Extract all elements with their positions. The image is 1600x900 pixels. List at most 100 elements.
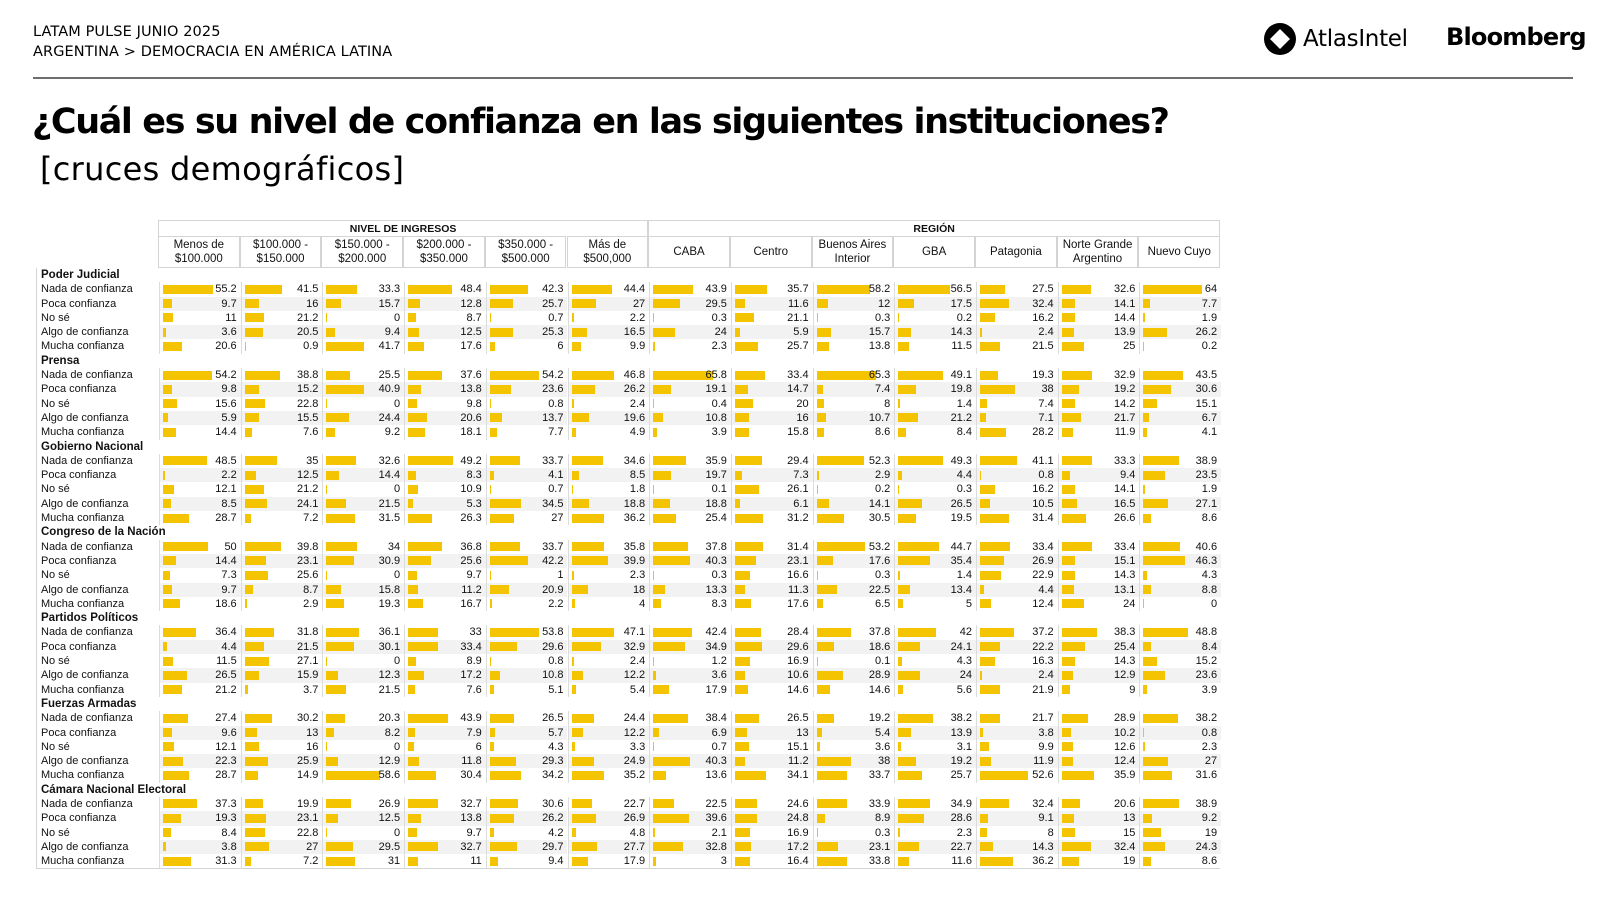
data-bar bbox=[898, 799, 931, 809]
data-value: 7.6 bbox=[466, 683, 482, 696]
data-cell: 12.9 bbox=[322, 754, 405, 769]
data-bar bbox=[571, 770, 604, 780]
data-cell: 26.5 bbox=[894, 496, 976, 512]
data-bar bbox=[408, 556, 432, 566]
data-value: 25.7 bbox=[542, 297, 564, 310]
data-cell: 27.5 bbox=[976, 282, 1058, 297]
data-bar bbox=[163, 499, 171, 509]
data-value: 7.2 bbox=[303, 512, 319, 525]
data-bar bbox=[571, 299, 597, 309]
row-label: Poca confianza bbox=[41, 297, 117, 310]
data-bar bbox=[980, 713, 1000, 723]
data-bar bbox=[571, 341, 581, 351]
data-cell: 37.3 bbox=[159, 796, 241, 812]
data-bar bbox=[898, 842, 919, 852]
data-value: 23.1 bbox=[787, 554, 809, 567]
data-bar bbox=[734, 513, 764, 523]
data-value: 15.8 bbox=[787, 426, 809, 439]
data-cell: 15.6 bbox=[159, 396, 241, 411]
data-value: 21.5 bbox=[378, 683, 401, 696]
data-bar bbox=[408, 456, 453, 466]
data-bar bbox=[980, 728, 984, 737]
data-bar bbox=[980, 670, 983, 680]
data-cell: 19.2 bbox=[894, 754, 976, 769]
data-cell: 12.5 bbox=[404, 325, 486, 340]
data-cell: 24.1 bbox=[894, 639, 976, 655]
column-header-cell: $350.000 - $500.000 bbox=[484, 236, 567, 268]
data-value: 11 bbox=[225, 311, 237, 324]
data-bar bbox=[653, 642, 685, 652]
data-cell: 44.4 bbox=[567, 282, 650, 297]
data-cell: 27 bbox=[240, 839, 323, 855]
table-row: Poca confianza 9.8 15.2 40.9 13.8 23.6 26.2 19.… bbox=[37, 382, 1222, 397]
data-bar bbox=[734, 341, 759, 351]
data-cell: 24.3 bbox=[1139, 839, 1222, 855]
data-cell: 48.4 bbox=[404, 282, 486, 297]
column-header-cell: Menos de $100.000 bbox=[158, 236, 240, 268]
data-value: 40.3 bbox=[705, 554, 727, 567]
data-bar bbox=[653, 656, 655, 666]
data-cell: 31.4 bbox=[730, 539, 813, 554]
data-bar bbox=[326, 299, 341, 309]
data-bar bbox=[734, 856, 750, 866]
data-cell: 19.7 bbox=[649, 468, 731, 483]
data-bar bbox=[489, 742, 494, 752]
data-cell: 9.8 bbox=[159, 382, 241, 397]
data-bar bbox=[653, 399, 654, 409]
data-cell: 35 bbox=[240, 453, 323, 469]
data-bar bbox=[326, 427, 335, 437]
data-bar bbox=[408, 713, 448, 723]
data-cell: 12.6 bbox=[1057, 739, 1140, 755]
data-bar bbox=[326, 542, 358, 552]
row-label: Algo de confianza bbox=[41, 755, 129, 768]
data-bar bbox=[244, 770, 259, 780]
data-bar bbox=[980, 813, 989, 823]
data-value: 36.2 bbox=[1032, 855, 1054, 868]
data-cell: 11.5 bbox=[894, 339, 976, 354]
data-cell: 8.3 bbox=[649, 596, 731, 612]
row-label: Nada de confianza bbox=[41, 369, 133, 382]
data-bar bbox=[571, 542, 605, 552]
table-row: Poca confianza 2.2 12.5 14.4 8.3 4.1 8.5 19.7 7.… bbox=[37, 468, 1222, 483]
data-value: 37.8 bbox=[868, 626, 891, 639]
data-cell: 0 bbox=[322, 739, 404, 755]
data-value: 25.7 bbox=[950, 769, 972, 782]
data-value: 48.4 bbox=[460, 283, 482, 296]
data-cell: 46.3 bbox=[1139, 553, 1222, 569]
data-value: 2.4 bbox=[629, 397, 646, 410]
data-value: 12.5 bbox=[460, 326, 482, 339]
column-header-text: Centro bbox=[753, 246, 788, 258]
data-bar bbox=[571, 627, 615, 637]
data-value: 22.8 bbox=[296, 397, 319, 410]
data-cell: 0.8 bbox=[485, 396, 568, 411]
table-row: Mucha confianza 20.6 0.9 41.7 17.6 6 9.9 2.3 25.… bbox=[37, 339, 1220, 354]
data-value: 0.8 bbox=[548, 397, 564, 410]
data-value: 54.2 bbox=[215, 369, 237, 382]
data-bar bbox=[571, 399, 574, 409]
data-value: 16 bbox=[796, 411, 809, 424]
data-cell: 3.9 bbox=[649, 425, 731, 440]
table-row: Algo de confianza 22.3 25.9 12.9 11.8 29.3 24.… bbox=[37, 754, 1222, 769]
data-cell: 19.3 bbox=[322, 596, 404, 612]
data-value: 21.2 bbox=[215, 683, 237, 696]
data-value: 0 bbox=[393, 483, 401, 496]
data-bar bbox=[408, 856, 419, 866]
data-cell: 49.2 bbox=[404, 453, 486, 469]
data-value: 38.3 bbox=[1113, 626, 1136, 639]
data-bar bbox=[571, 713, 594, 723]
data-bar bbox=[816, 728, 822, 737]
data-value: 25.4 bbox=[705, 512, 727, 525]
data-cell: 55.2 bbox=[159, 282, 241, 297]
data-bar bbox=[571, 456, 603, 466]
data-cell: 21.5 bbox=[322, 682, 404, 697]
data-bar bbox=[163, 427, 177, 437]
data-value: 19.2 bbox=[950, 755, 972, 768]
data-cell: 49.3 bbox=[894, 453, 976, 469]
row-label: Mucha confianza bbox=[41, 512, 125, 525]
data-value: 13.8 bbox=[460, 812, 482, 825]
data-value: 35.7 bbox=[787, 283, 809, 296]
data-cell: 12 bbox=[812, 296, 895, 311]
data-value: 9.7 bbox=[221, 297, 237, 310]
column-header-cell: Centro bbox=[729, 236, 812, 268]
data-cell: 0.3 bbox=[649, 568, 731, 583]
